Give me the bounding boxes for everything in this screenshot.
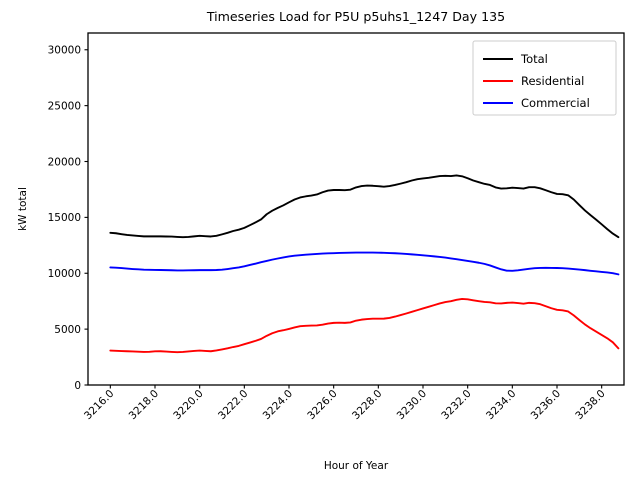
- plot-area-frame: [87, 32, 625, 386]
- chart-legend[interactable]: Total Residential Commercial: [472, 40, 617, 116]
- y-tick-label: 10000: [48, 268, 81, 280]
- legend-label-residential[interactable]: Residential: [521, 74, 584, 88]
- legend-label-commercial[interactable]: Commercial: [521, 96, 590, 110]
- y-axis-ticks: 0 5000 10000 15000 20000 25000 30000: [48, 45, 88, 392]
- y-tick-label: 25000: [48, 100, 81, 112]
- y-tick-label: 15000: [48, 212, 81, 224]
- chart-title: Timeseries Load for P5U p5uhs1_1247 Day …: [206, 9, 505, 24]
- y-axis-label: kW total: [17, 187, 29, 231]
- series-lines: [109, 174, 620, 354]
- y-tick-label: 5000: [54, 324, 81, 336]
- series-line-residential: [109, 298, 620, 354]
- y-tick-label: 0: [74, 380, 81, 392]
- legend-label-total[interactable]: Total: [520, 52, 548, 66]
- series-line-commercial: [109, 251, 620, 276]
- x-axis-label: Hour of Year: [324, 460, 389, 472]
- series-line-total: [109, 174, 620, 239]
- y-tick-label: 30000: [48, 45, 81, 57]
- y-tick-label: 20000: [48, 156, 81, 168]
